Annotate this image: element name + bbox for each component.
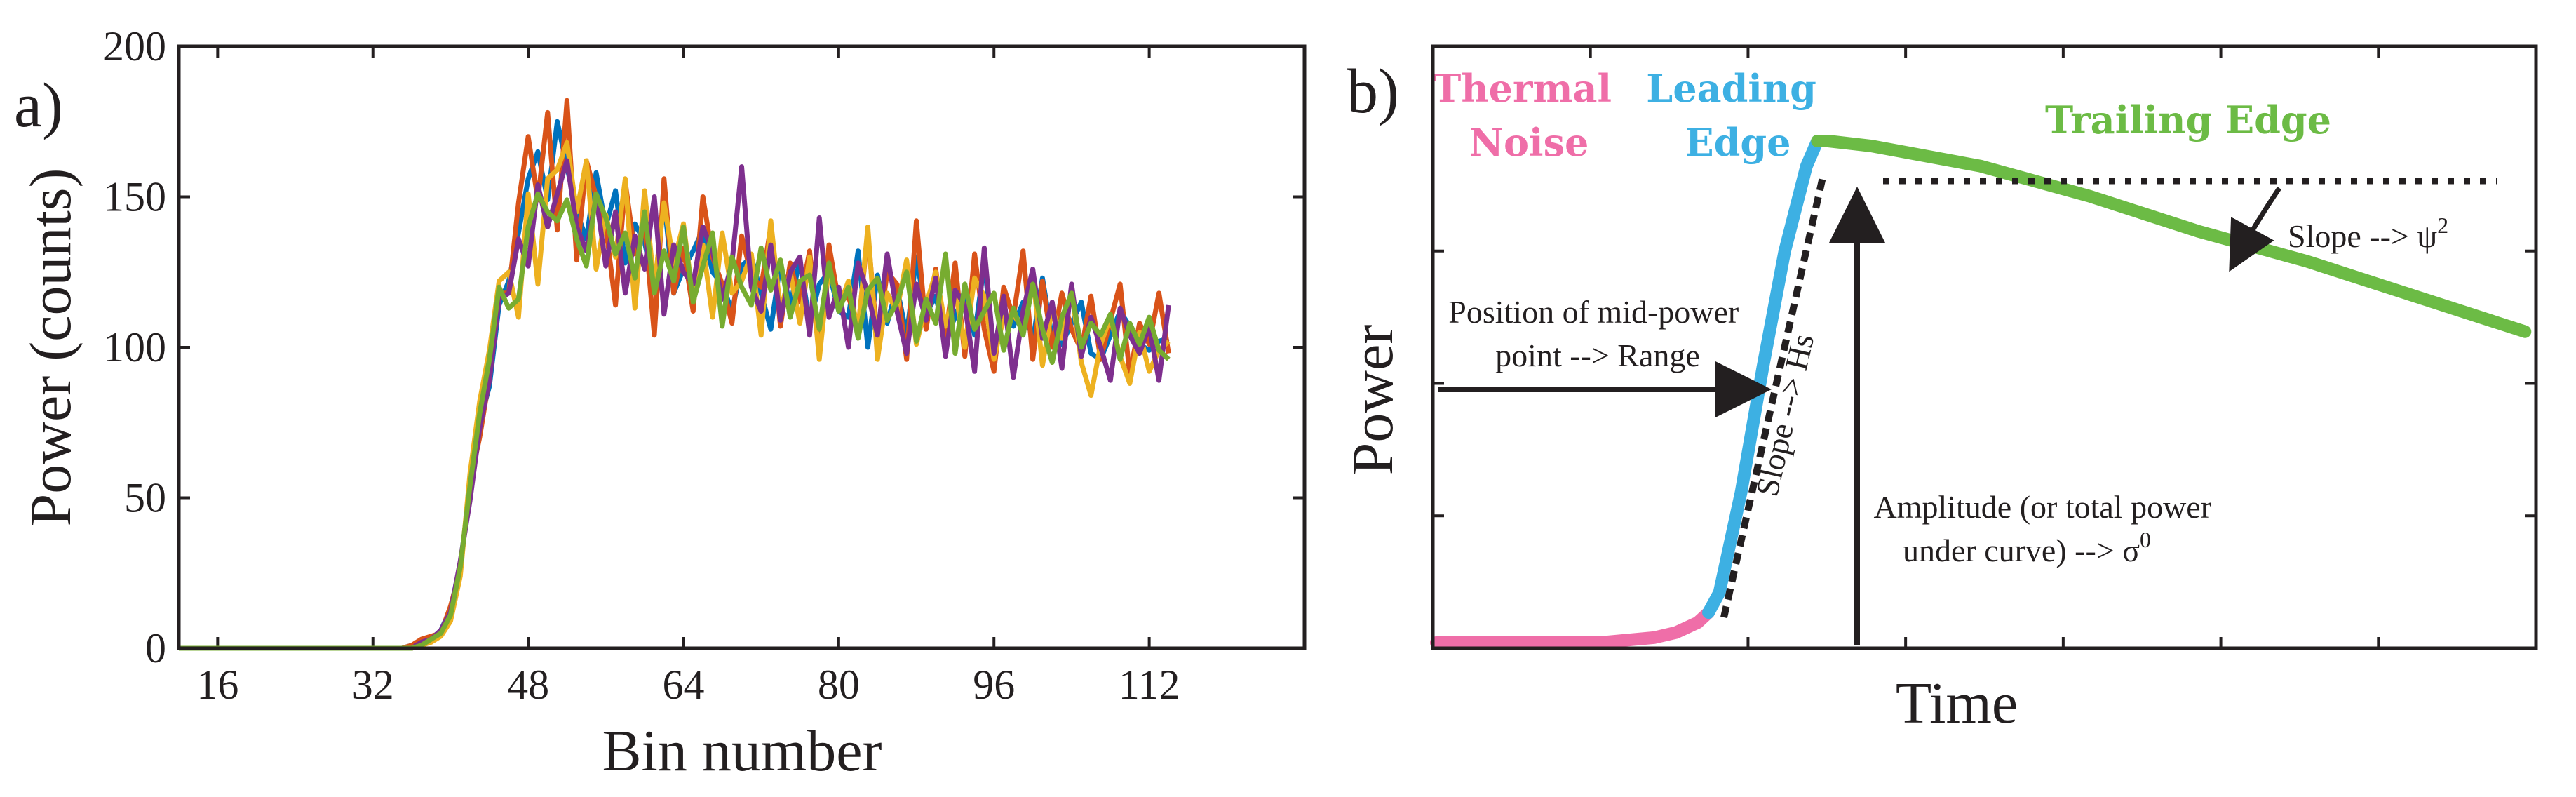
panel-a-label: a) <box>14 71 63 140</box>
y-tick-label: 0 <box>145 625 166 671</box>
series-line-1 <box>179 119 1170 651</box>
region-label-thermal-noise: Thermal Noise <box>1433 66 1625 165</box>
x-tick-label: 32 <box>352 662 394 708</box>
series-line-3 <box>179 140 1171 651</box>
region-label-trailing-edge: Trailing Edge <box>2045 98 2331 142</box>
amplitude-annotation: Amplitude (or total power under curve) -… <box>1873 489 2219 568</box>
panel-a-plot-frame <box>177 44 1307 650</box>
panel-a-ylabel: Power (counts) <box>18 168 83 527</box>
series-line-2 <box>179 98 1171 651</box>
trailing-slope-arrow <box>2229 187 2281 272</box>
trailing-edge-segment <box>1811 135 2532 338</box>
panel-a-series <box>179 98 1171 651</box>
range-annotation: Position of mid-power point --> Range <box>1448 294 1746 373</box>
thermal-noise-segment <box>1430 606 1715 649</box>
x-tick-label: 48 <box>507 662 549 708</box>
panel-b: b) Thermal Noise Leading Edge Trailing E… <box>1340 44 2538 736</box>
x-tick-label: 96 <box>973 662 1015 708</box>
panel-b-label: b) <box>1347 57 1399 126</box>
y-tick-label: 150 <box>103 174 166 220</box>
panel-b-plot-frame <box>1431 44 2538 650</box>
panel-a: a) 16 32 48 64 80 96 112 0 50 100 150 200 Bin numbe… <box>14 23 1307 784</box>
region-label-leading-edge: Leading Edge <box>1646 66 1829 165</box>
panel-a-ticks: 16 32 48 64 80 96 112 0 50 100 150 200 <box>103 23 1304 708</box>
x-tick-label: 64 <box>662 662 704 708</box>
y-tick-label: 50 <box>124 475 166 521</box>
leading-edge-slope-line <box>1720 173 1827 619</box>
x-tick-label: 16 <box>196 662 238 708</box>
y-tick-label: 200 <box>103 23 166 69</box>
y-tick-label: 100 <box>103 324 166 370</box>
x-tick-label: 80 <box>818 662 860 708</box>
panel-b-xlabel: Time <box>1896 671 2018 736</box>
panel-b-ylabel: Power <box>1340 325 1405 476</box>
series-line-4 <box>179 158 1171 651</box>
panel-a-xlabel: Bin number <box>602 718 882 784</box>
x-tick-label: 112 <box>1119 662 1180 708</box>
slope-psi-annotation: Slope --> ψ2 <box>2288 213 2448 254</box>
panel-b-ticks <box>1433 46 2536 648</box>
